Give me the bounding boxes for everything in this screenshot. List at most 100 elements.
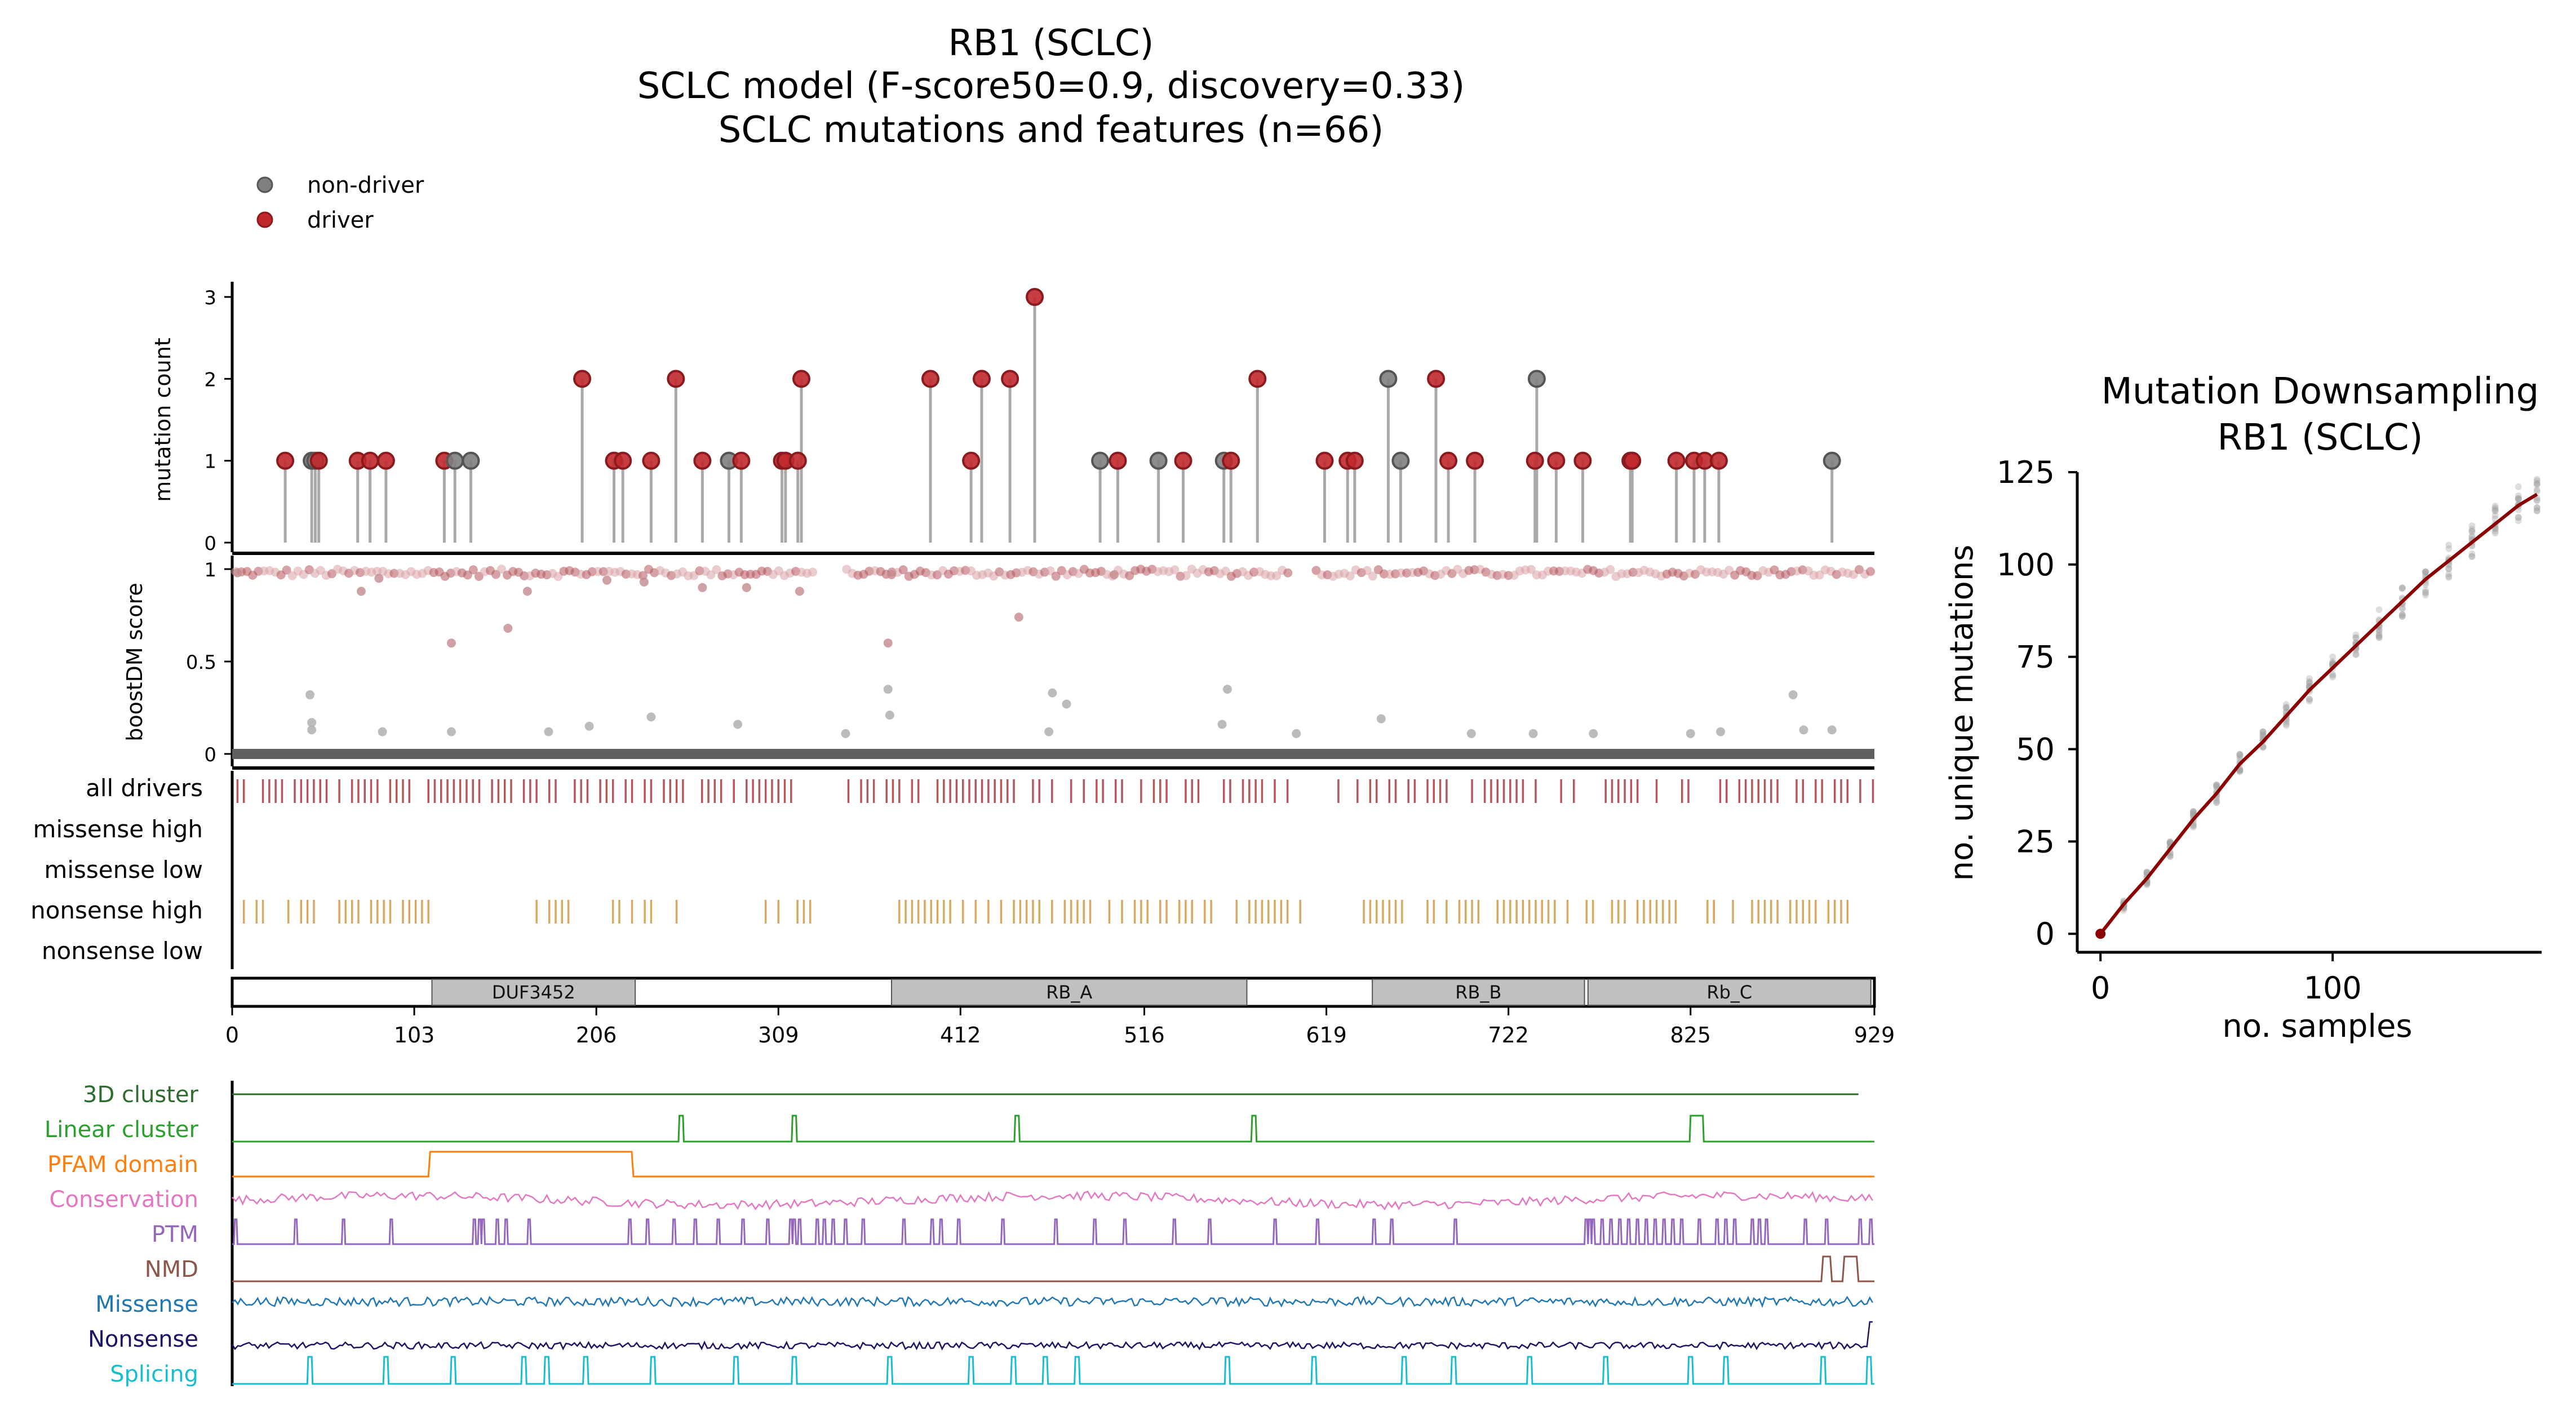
domain-box — [890, 979, 1248, 1006]
boostdm-zero-band — [232, 749, 1874, 759]
downsampling-sample-point — [2236, 767, 2244, 774]
downsampling-sample-point — [2515, 492, 2522, 499]
downsampling-sample-point — [2468, 528, 2476, 535]
downsampling-sample-point — [2329, 658, 2336, 665]
lollipop-head-driver — [1026, 288, 1044, 306]
downsampling-sample-point — [2375, 626, 2383, 633]
downsampling-sample-point — [2259, 728, 2267, 735]
downsampling-sample-point — [2491, 507, 2499, 514]
boostdm-point — [841, 729, 850, 738]
track-marks — [236, 779, 1874, 924]
downsampling-ytick-label: 100 — [1997, 547, 2055, 583]
domain-box — [1372, 979, 1585, 1006]
lollipop-head-driver — [1174, 451, 1192, 470]
lollipop-head-non-driver — [1823, 451, 1841, 470]
downsampling-sample-point — [2213, 782, 2220, 789]
downsampling-sample-point — [2533, 480, 2540, 487]
downsampling-title-line-2: RB1 (SCLC) — [2217, 417, 2423, 459]
downsampling-sample-point — [2236, 751, 2244, 758]
boostdm-point — [1362, 566, 1372, 575]
downsampling-sample-point — [2468, 532, 2476, 539]
lollipop-head-non-driver — [1149, 451, 1168, 470]
downsampling-sample-point — [2282, 705, 2290, 712]
boostdm-point — [1283, 568, 1293, 578]
feature-line-linear-cluster — [232, 1115, 1874, 1143]
downsampling-sample-point — [2329, 673, 2336, 681]
boostdm-point — [307, 725, 317, 735]
downsampling-sample-point — [2306, 675, 2313, 682]
downsampling-sample-point — [2166, 838, 2174, 846]
boostdm-point — [808, 567, 818, 577]
downsampling-sample-point — [2515, 514, 2522, 521]
downsampling-sample-point — [2236, 768, 2244, 775]
downsampling-mean-line — [2095, 492, 2538, 939]
boostdm-point — [544, 727, 553, 736]
domain-label: Rb_C — [1706, 982, 1752, 1003]
boostdm-point — [1686, 729, 1695, 738]
downsampling-sample-point — [2282, 704, 2290, 711]
boostdm-ytick-label: 0.5 — [186, 651, 216, 674]
downsampling-sample-point — [2190, 824, 2197, 831]
boostdm-point — [503, 623, 513, 633]
boostdm-point — [1589, 729, 1598, 738]
downsampling-sample-point — [2533, 486, 2540, 494]
boostdm-point — [1062, 699, 1071, 709]
domain-label: RB_B — [1455, 982, 1501, 1003]
downsampling-sample-point — [2533, 481, 2540, 489]
downsampling-sample-point — [2375, 632, 2383, 639]
lollipop-ytick-label: 2 — [204, 369, 216, 391]
lollipop-head-non-driver — [1379, 370, 1398, 388]
lollipop-panel: mutation count 0 1 2 3 — [150, 282, 1874, 555]
downsampling-sample-point — [2282, 701, 2290, 708]
lollipop-head-driver — [693, 451, 712, 470]
downsampling-sample-point — [2491, 507, 2499, 514]
lollipop-head-driver — [1222, 451, 1240, 470]
downsampling-sample-point — [2398, 612, 2406, 620]
feature-line-missense — [232, 1295, 1873, 1308]
downsampling-sample-point — [2491, 530, 2499, 537]
boostdm-point — [1526, 565, 1536, 574]
feature-label: PTM — [152, 1222, 198, 1248]
downsampling-chart: Mutation Downsampling RB1 (SCLC) no. sam… — [1944, 371, 2542, 1045]
feature-line-splicing — [232, 1356, 1874, 1385]
track-label-all-drivers: all drivers — [86, 774, 203, 802]
downsampling-xlabel: no. samples — [2222, 1008, 2412, 1045]
downsampling-sample-point — [2445, 545, 2453, 552]
domain-xtick-label: 412 — [940, 1023, 981, 1047]
legend-marker-non-driver — [256, 176, 273, 193]
downsampling-sample-point — [2533, 497, 2540, 504]
downsampling-sample-point — [2375, 629, 2383, 637]
lollipop-head-driver — [1248, 370, 1267, 388]
downsampling-sample-point — [2398, 611, 2406, 619]
domain-boxes: DUF3452 RB_A RB_B Rb_C — [431, 979, 1872, 1006]
downsampling-sample-point — [2306, 696, 2313, 703]
lollipop-ytick-label: 3 — [204, 287, 216, 309]
domain-xtick-label: 722 — [1488, 1023, 1529, 1047]
lollipop-head-driver — [614, 451, 632, 470]
downsampling-sample-point — [2422, 589, 2429, 596]
downsampling-sample-point — [2213, 797, 2220, 804]
boostdm-ylabel: boostDM score — [122, 583, 147, 742]
downsampling-sample-point — [2306, 678, 2313, 685]
boostdm-point — [1044, 727, 1054, 736]
legend-label-non-driver: non-driver — [307, 172, 424, 198]
boostdm-yticks: 00.51 — [186, 559, 232, 766]
boostdm-point — [374, 574, 384, 583]
domain-box — [431, 979, 636, 1006]
downsampling-sample-point — [2306, 698, 2313, 705]
downsampling-sample-point — [2329, 672, 2336, 679]
track-label-nonsense-high: nonsense high — [30, 896, 203, 924]
lollipop-head-driver — [1345, 451, 1364, 470]
boostdm-point — [307, 718, 317, 727]
domain-xtick-label: 619 — [1306, 1023, 1347, 1047]
downsampling-ticks: 0 100 0 25 50 75 100 125 — [1997, 455, 2362, 1006]
feature-line-conservation — [232, 1190, 1873, 1211]
downsampling-sample-point — [2515, 496, 2522, 503]
boostdm-point — [742, 583, 751, 592]
downsampling-sample-point — [2515, 495, 2522, 503]
downsampling-xtick-label: 100 — [2304, 970, 2362, 1006]
main-title-line-2: SCLC model (F-score50=0.9, discovery=0.3… — [637, 65, 1465, 107]
legend: non-driver driver — [256, 172, 424, 233]
downsampling-sample-point — [2468, 553, 2476, 560]
